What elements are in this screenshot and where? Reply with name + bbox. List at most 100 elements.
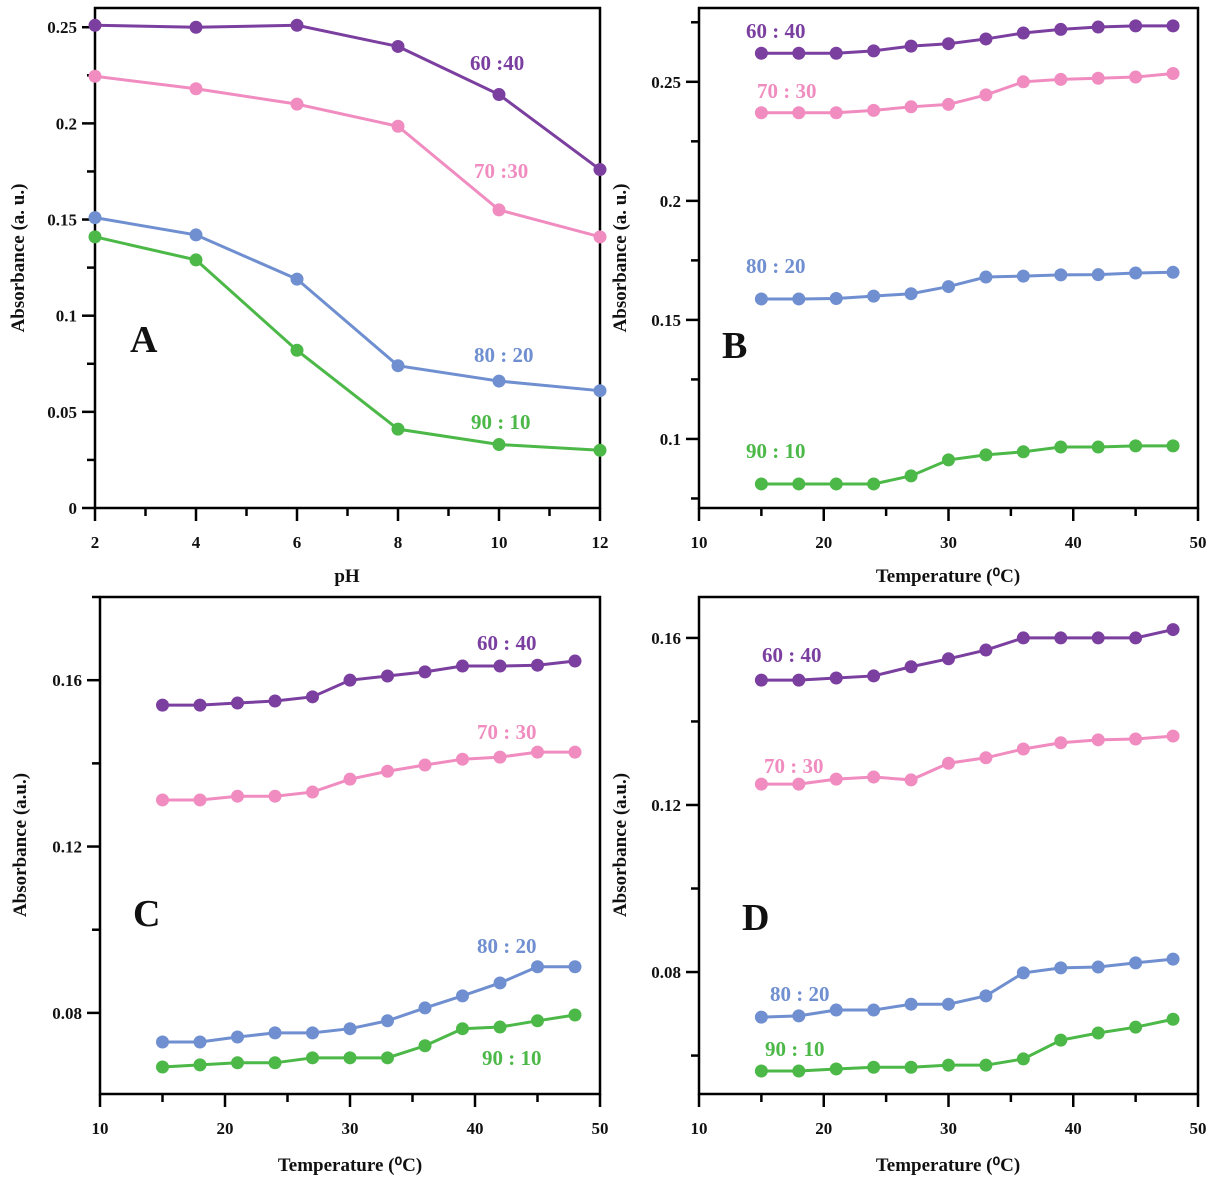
data-point — [88, 230, 102, 244]
x-tick-label: 10 — [92, 1119, 109, 1138]
data-point — [456, 1022, 469, 1036]
data-point — [979, 88, 993, 102]
data-point — [942, 756, 955, 770]
y-tick-label: 0.15 — [651, 311, 681, 330]
data-point — [492, 438, 506, 452]
data-point — [456, 989, 469, 1003]
data-point — [904, 39, 918, 53]
data-point — [193, 1058, 207, 1072]
data-point — [829, 291, 843, 305]
series-60-40: 60 : 40 — [156, 631, 582, 712]
data-point — [231, 1056, 244, 1070]
data-point — [754, 477, 768, 491]
series-line — [94, 216, 601, 393]
series-label: 80 : 20 — [770, 982, 830, 1006]
x-tick-label: 50 — [1190, 1119, 1207, 1138]
data-point — [904, 773, 918, 787]
x-tick-label: 30 — [342, 1119, 359, 1138]
data-point — [268, 1026, 282, 1040]
data-point — [1129, 956, 1143, 970]
data-point — [829, 1062, 843, 1076]
data-point — [531, 960, 544, 974]
data-point — [754, 292, 768, 306]
data-point — [979, 448, 993, 462]
data-point — [268, 1056, 282, 1070]
series-90-10: 90 : 10 — [156, 1008, 582, 1074]
series-line — [761, 71, 1174, 115]
series-line — [162, 750, 575, 802]
series-70-30: 70 : 30 — [754, 66, 1180, 120]
x-tick-label: 6 — [293, 533, 302, 552]
data-point — [754, 777, 768, 791]
data-point — [1091, 1026, 1105, 1040]
data-point — [568, 654, 582, 668]
data-point — [829, 46, 843, 60]
y-tick-label: 0 — [69, 499, 78, 518]
data-point — [792, 292, 806, 306]
data-point — [568, 1008, 582, 1022]
y-axis-title: Absorbance (a. u.) — [8, 184, 29, 333]
y-tick-label: 0.12 — [52, 838, 82, 857]
data-point — [1016, 75, 1030, 89]
series-line — [761, 444, 1174, 486]
data-point — [189, 253, 203, 267]
data-point — [1091, 440, 1105, 454]
y-tick-label: 0.1 — [660, 430, 681, 449]
data-point — [829, 671, 843, 685]
panel-letter: C — [133, 893, 160, 935]
y-axis-title: Absorbance (a.u.) — [10, 773, 31, 917]
data-point — [754, 46, 768, 60]
data-point — [1129, 19, 1143, 33]
y-tick-label: 0.25 — [47, 18, 77, 37]
data-point — [593, 443, 607, 457]
y-tick-label: 0.15 — [47, 211, 77, 230]
series-60-40: 60 : 40 — [746, 19, 1180, 60]
data-point — [492, 203, 506, 217]
data-point — [979, 32, 993, 46]
data-point — [418, 1039, 432, 1053]
data-point — [1166, 265, 1180, 279]
data-point — [531, 1014, 544, 1028]
series-90-10: 90 : 10 — [754, 1012, 1180, 1078]
data-point — [1016, 269, 1030, 283]
series-line — [94, 235, 601, 452]
panel-a: 2 4 6 8 10 12 0 0.05 0.1 0.15 0.2 0.25 pH Absorbance … — [8, 6, 609, 587]
data-point — [1016, 966, 1030, 980]
panel-letter: A — [130, 319, 158, 361]
data-point — [290, 18, 304, 32]
x-tick-label: 8 — [394, 533, 403, 552]
series-80-20: 80 : 20 — [746, 254, 1180, 306]
data-point — [456, 659, 469, 673]
data-point — [231, 789, 244, 803]
data-point — [792, 1064, 806, 1078]
series-label: 70 : 30 — [764, 754, 824, 778]
data-point — [493, 659, 507, 673]
data-point — [867, 477, 881, 491]
y-tick-label: 0.08 — [52, 1004, 82, 1023]
data-point — [568, 960, 582, 974]
x-tick-label: 20 — [815, 1119, 832, 1138]
x-tick-label: 30 — [940, 533, 957, 552]
x-tick-label: 4 — [192, 533, 201, 552]
data-point — [456, 752, 469, 766]
data-point — [1054, 22, 1068, 36]
x-axis-title: Temperature (⁰C) — [876, 566, 1020, 587]
series-label: 90 : 10 — [746, 439, 806, 463]
series-90-10: 90 : 10 — [88, 230, 607, 457]
y-tick-label: 0.16 — [52, 671, 82, 690]
data-point — [792, 46, 806, 60]
data-point — [343, 673, 357, 687]
data-point — [189, 20, 203, 34]
data-point — [193, 1035, 207, 1049]
data-point — [754, 106, 768, 120]
series-label: 70 : 30 — [757, 79, 817, 103]
data-point — [1166, 66, 1180, 80]
x-axis-title: pH — [334, 566, 360, 587]
series-label: 60 : 40 — [746, 19, 806, 43]
data-point — [942, 97, 955, 111]
data-point — [829, 772, 843, 786]
data-point — [867, 669, 881, 683]
data-point — [381, 1014, 394, 1028]
series-line — [94, 74, 601, 239]
data-point — [381, 764, 394, 778]
